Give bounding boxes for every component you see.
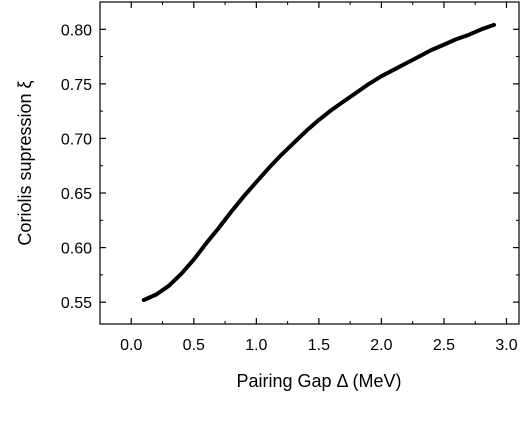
y-tick-label: 0.75 [61,77,92,94]
x-tick-label: 0.0 [120,337,142,354]
y-ticks: 0.55 0.60 0.65 0.70 0.75 0.80 [61,22,519,312]
x-tick-label: 2.5 [433,337,455,354]
y-tick-label: 0.80 [61,22,92,39]
y-tick-label: 0.65 [61,186,92,203]
x-tick-label: 2.0 [370,337,392,354]
y-axis-title: Coriolis supression ξ [15,80,35,245]
x-tick-label: 1.5 [308,337,330,354]
series-line [141,22,496,302]
y-tick-label: 0.70 [61,131,92,148]
x-axis-title: Pairing Gap Δ (MeV) [236,371,401,391]
y-tick-label: 0.55 [61,295,92,312]
x-tick-label: 3.0 [495,337,517,354]
plot-frame [99,1,520,325]
x-tick-label: 0.5 [183,337,205,354]
y-tick-label: 0.60 [61,241,92,258]
x-tick-label: 1.0 [245,337,267,354]
x-ticks: 0.0 0.5 1.0 1.5 2.0 2.5 3.0 [120,2,518,354]
